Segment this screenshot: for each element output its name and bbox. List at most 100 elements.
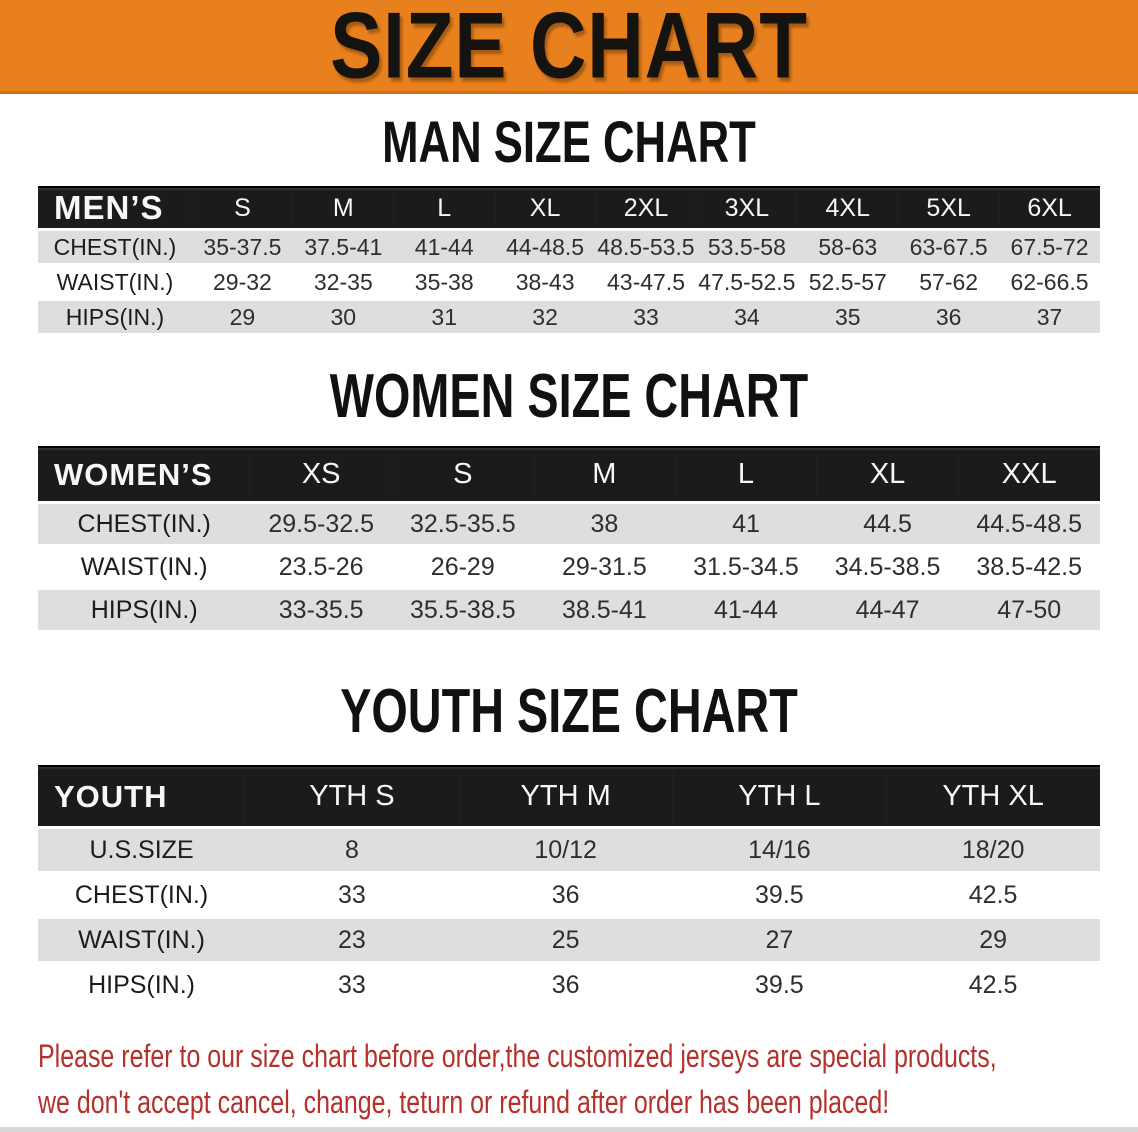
- size-value-cell: 36: [898, 301, 1000, 336]
- size-value-cell: 10/12: [458, 829, 673, 874]
- men-size-table: MEN’S S M L XL 2XL 3XL 4XL 5XL 6XL CHEST(IN.) 35-3…: [38, 186, 1100, 336]
- size-value-cell: 14/16: [672, 829, 887, 874]
- size-column-header: L: [675, 446, 817, 504]
- size-value-cell: 39.5: [672, 964, 887, 1009]
- size-column-header: XS: [250, 446, 392, 504]
- row-label: CHEST(IN.): [38, 874, 246, 919]
- youth-table-header: YOUTH YTH S YTH M YTH L YTH XL: [38, 765, 1100, 829]
- row-label: WAIST(IN.): [38, 266, 192, 301]
- table-row: WAIST(IN.) 23.5-26 26-29 29-31.5 31.5-34.5 34…: [38, 547, 1100, 590]
- size-value-cell: 29-32: [191, 266, 293, 301]
- table-header-label: WOMEN’S: [38, 446, 251, 504]
- youth-size-heading: YOUTH SIZE CHART: [340, 675, 798, 746]
- table-header-label: MEN’S: [38, 186, 192, 231]
- row-label: HIPS(IN.): [38, 301, 192, 336]
- size-value-cell: 29: [191, 301, 293, 336]
- size-value-cell: 47.5-52.5: [696, 266, 798, 301]
- table-row: HIPS(IN.) 33 36 39.5 42.5: [38, 964, 1100, 1009]
- size-value-cell: 38.5-42.5: [958, 547, 1100, 590]
- size-value-cell: 57-62: [898, 266, 1000, 301]
- size-value-cell: 44-47: [816, 590, 959, 633]
- header-row: WOMEN’S XS S M L XL XXL: [38, 446, 1100, 504]
- size-value-cell: 31.5-34.5: [675, 547, 817, 590]
- size-value-cell: 39.5: [672, 874, 887, 919]
- size-value-cell: 44.5-48.5: [958, 504, 1100, 547]
- size-value-cell: 43-47.5: [595, 266, 697, 301]
- size-value-cell: 8: [245, 829, 459, 874]
- size-value-cell: 25: [458, 919, 673, 964]
- youth-size-section: YOUTH SIZE CHART YOUTH YTH S YTH M YTH L YTH…: [0, 675, 1138, 1009]
- size-value-cell: 42.5: [886, 964, 1100, 1009]
- size-value-cell: 33: [245, 964, 459, 1009]
- table-row: CHEST(IN.) 33 36 39.5 42.5: [38, 874, 1100, 919]
- size-value-cell: 30: [292, 301, 394, 336]
- size-value-cell: 41: [675, 504, 817, 547]
- size-value-cell: 23.5-26: [250, 547, 392, 590]
- man-size-section: MAN SIZE CHART MEN’S S M L XL 2XL 3XL 4XL 5XL 6XL…: [0, 108, 1138, 336]
- women-table-header: WOMEN’S XS S M L XL XXL: [38, 446, 1100, 504]
- row-label: HIPS(IN.): [38, 590, 251, 633]
- size-value-cell: 32: [494, 301, 596, 336]
- size-value-cell: 32.5-35.5: [391, 504, 534, 547]
- size-value-cell: 26-29: [391, 547, 534, 590]
- header-row: YOUTH YTH S YTH M YTH L YTH XL: [38, 765, 1100, 829]
- size-value-cell: 37: [999, 301, 1100, 336]
- size-value-cell: 38-43: [494, 266, 596, 301]
- size-value-cell: 37.5-41: [292, 231, 394, 266]
- youth-size-table: YOUTH YTH S YTH M YTH L YTH XL U.S.SIZE 8 10/1…: [38, 765, 1100, 1009]
- size-column-header: 2XL: [595, 186, 697, 231]
- row-label: HIPS(IN.): [38, 964, 246, 1009]
- size-value-cell: 23: [245, 919, 459, 964]
- banner: SIZE CHART: [0, 0, 1138, 94]
- size-value-cell: 33-35.5: [250, 590, 392, 633]
- size-value-cell: 35: [797, 301, 899, 336]
- size-column-header: 4XL: [797, 186, 899, 231]
- size-column-header: 6XL: [999, 186, 1100, 231]
- size-value-cell: 53.5-58: [696, 231, 798, 266]
- size-value-cell: 27: [672, 919, 887, 964]
- size-value-cell: 48.5-53.5: [595, 231, 697, 266]
- size-value-cell: 41-44: [675, 590, 817, 633]
- size-value-cell: 33: [245, 874, 459, 919]
- row-label: CHEST(IN.): [38, 231, 192, 266]
- size-column-header: S: [191, 186, 293, 231]
- size-value-cell: 67.5-72: [999, 231, 1100, 266]
- size-column-header: YTH M: [458, 765, 673, 829]
- bottom-border: [0, 1127, 1138, 1132]
- size-value-cell: 34.5-38.5: [816, 547, 959, 590]
- men-table-header: MEN’S S M L XL 2XL 3XL 4XL 5XL 6XL: [38, 186, 1100, 231]
- table-row: WAIST(IN.) 29-32 32-35 35-38 38-43 43-47.5 47.…: [38, 266, 1100, 301]
- size-column-header: 3XL: [696, 186, 798, 231]
- table-row: U.S.SIZE 8 10/12 14/16 18/20: [38, 829, 1100, 874]
- banner-title: SIZE CHART: [330, 0, 808, 98]
- size-chart-body: MAN SIZE CHART MEN’S S M L XL 2XL 3XL 4XL 5XL 6XL…: [0, 108, 1138, 1009]
- size-value-cell: 47-50: [958, 590, 1100, 633]
- disclaimer-line-1: Please refer to our size chart before or…: [38, 1038, 997, 1074]
- size-value-cell: 35-38: [393, 266, 495, 301]
- size-column-header: XL: [494, 186, 596, 231]
- row-label: WAIST(IN.): [38, 547, 251, 590]
- women-size-heading: WOMEN SIZE CHART: [329, 360, 809, 431]
- man-size-heading: MAN SIZE CHART: [382, 108, 756, 175]
- disclaimer-line-2: we don't accept cancel, change, teturn o…: [38, 1084, 890, 1120]
- size-value-cell: 36: [458, 874, 673, 919]
- size-value-cell: 38.5-41: [533, 590, 676, 633]
- size-column-header: YTH L: [672, 765, 887, 829]
- size-value-cell: 38: [533, 504, 676, 547]
- row-label: WAIST(IN.): [38, 919, 246, 964]
- row-label: CHEST(IN.): [38, 504, 251, 547]
- size-value-cell: 33: [595, 301, 697, 336]
- size-value-cell: 58-63: [797, 231, 899, 266]
- size-column-header: YTH S: [245, 765, 459, 829]
- size-value-cell: 36: [458, 964, 673, 1009]
- size-value-cell: 35-37.5: [191, 231, 293, 266]
- table-row: HIPS(IN.) 33-35.5 35.5-38.5 38.5-41 41-44 44-…: [38, 590, 1100, 633]
- disclaimer: Please refer to our size chart before or…: [38, 1033, 1138, 1125]
- size-column-header: M: [292, 186, 394, 231]
- size-value-cell: 35.5-38.5: [391, 590, 534, 633]
- youth-table-rows: U.S.SIZE 8 10/12 14/16 18/20 CHEST(IN.) 33 36 39…: [38, 829, 1100, 1009]
- row-label: U.S.SIZE: [38, 829, 246, 874]
- size-column-header: 5XL: [898, 186, 1000, 231]
- men-table-rows: CHEST(IN.) 35-37.5 37.5-41 41-44 44-48.5 48.5…: [38, 231, 1100, 336]
